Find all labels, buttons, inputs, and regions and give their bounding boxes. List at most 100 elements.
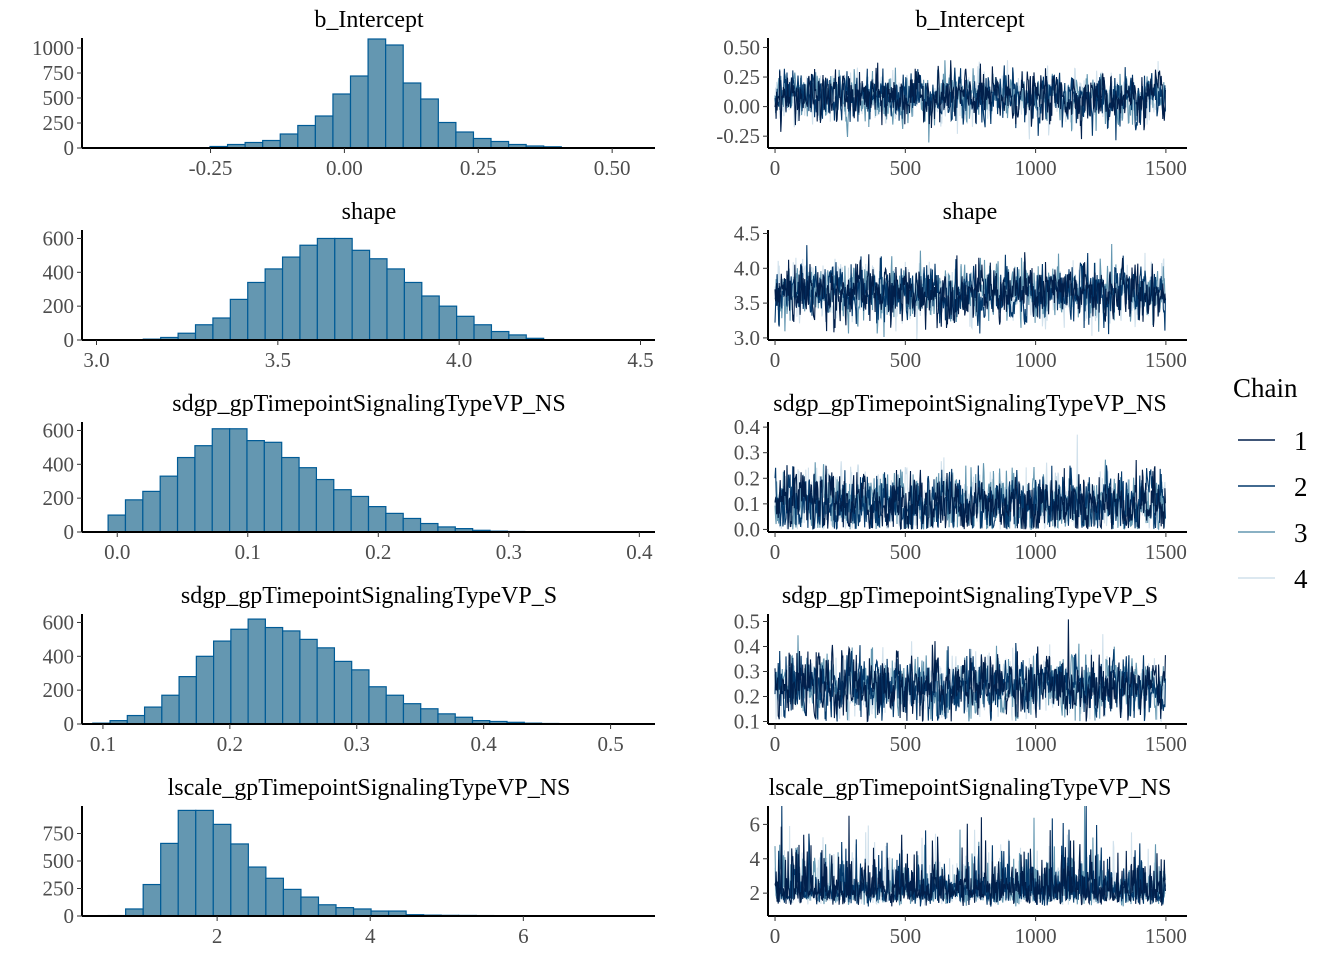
histogram-bar (107, 514, 127, 533)
legend-item-chain-4: 4 (1238, 564, 1308, 594)
panel-title: sdgp_gpTimepointSignalingTypeVP_NS (172, 391, 565, 417)
histogram-bar (316, 647, 336, 725)
x-tick-label: 3.0 (83, 348, 109, 372)
trace-line-chain-2 (774, 245, 1166, 335)
histogram-bar (454, 716, 474, 725)
y-tick-label: 2 (750, 881, 761, 905)
x-tick-label: 0.00 (326, 156, 363, 180)
histogram-bar (352, 908, 372, 917)
histogram-bar (143, 706, 163, 725)
legend-title: Chain (1233, 373, 1298, 403)
y-tick-label: 0 (64, 904, 75, 928)
y-tick-label: 0.3 (734, 660, 760, 684)
histogram-bar (317, 904, 337, 917)
histogram-bar (265, 877, 285, 917)
trace-panel-1: shape 0 500 1000 1500 3.0 3.5 4.0 4.5 (734, 199, 1187, 372)
trace-panel-4: lscale_gpTimepointSignalingTypeVP_NS 0 500… (750, 775, 1187, 948)
x-tick-label: 0.0 (104, 540, 130, 564)
histogram-bar (402, 703, 422, 725)
y-tick-label: 0.25 (723, 65, 760, 89)
histogram-bar (314, 115, 334, 149)
y-tick-label: 1000 (32, 36, 74, 60)
x-tick-label: 1000 (1015, 156, 1057, 180)
x-tick-label: -0.25 (189, 156, 233, 180)
histogram-bar (262, 139, 281, 149)
x-tick-label: 500 (890, 540, 922, 564)
y-tick-label: 0.1 (734, 710, 760, 734)
y-tick-label: 750 (43, 822, 75, 846)
y-tick-label: 0 (64, 136, 75, 160)
trace-line-chain-1 (774, 815, 1166, 907)
histogram-bar (367, 506, 387, 533)
histogram-bar (281, 256, 301, 341)
y-tick-label: 4.5 (734, 221, 760, 245)
y-tick-label: 500 (43, 849, 75, 873)
histogram-bar (177, 332, 197, 341)
panel-title: b_Intercept (314, 7, 424, 33)
histogram-bar (351, 669, 370, 725)
histogram-panel-3: sdgp_gpTimepointSignalingTypeVP_S 0.1 0.2 0… (43, 583, 655, 756)
y-tick-label: 4 (750, 847, 761, 871)
y-tick-label: 0.2 (734, 466, 760, 490)
x-tick-label: 1500 (1145, 156, 1187, 180)
histogram-bar (472, 137, 492, 149)
legend-label: 4 (1294, 564, 1308, 594)
histogram-bar (385, 44, 404, 149)
histogram-panel-2: sdgp_gpTimepointSignalingTypeVP_NS 0.0 0.1… (43, 391, 655, 564)
x-tick-label: 4.0 (446, 348, 472, 372)
legend-item-chain-1: 1 (1238, 426, 1308, 456)
y-tick-label: 3.5 (734, 291, 760, 315)
x-tick-label: 1000 (1015, 540, 1057, 564)
histogram-bar (246, 440, 265, 533)
y-tick-label: 0.4 (734, 635, 761, 659)
y-tick-label: -0.25 (716, 124, 760, 148)
x-tick-label: 0 (770, 924, 781, 948)
y-tick-label: 0.3 (734, 441, 760, 465)
x-tick-label: 0.2 (365, 540, 391, 564)
x-tick-label: 0.50 (594, 156, 631, 180)
histogram-bar (419, 522, 439, 533)
histogram-bar (351, 249, 371, 341)
legend-label: 2 (1294, 472, 1308, 502)
histogram-bar (247, 866, 267, 917)
legend-item-chain-3: 3 (1238, 518, 1308, 548)
histogram-bar (176, 456, 196, 533)
histogram-bar (385, 512, 404, 533)
x-tick-label: 0.1 (90, 732, 116, 756)
histogram-bar (335, 907, 355, 917)
x-tick-label: 0.5 (597, 732, 623, 756)
legend-label: 3 (1294, 518, 1308, 548)
panel-title: shape (342, 199, 397, 225)
histogram-bar (161, 694, 180, 725)
histogram-panel-4: lscale_gpTimepointSignalingTypeVP_NS 2 4 6 0… (43, 775, 655, 948)
histogram-bar (178, 676, 197, 725)
histogram-bar (349, 75, 369, 149)
panel-title: lscale_gpTimepointSignalingTypeVP_NS (769, 775, 1172, 801)
x-tick-label: 0.4 (471, 732, 498, 756)
histogram-bar (230, 628, 249, 725)
trace-line-chain-1 (774, 619, 1166, 723)
histogram-bar (281, 456, 300, 533)
histogram-bar (194, 324, 214, 341)
histogram-bar (420, 708, 439, 725)
x-tick-label: 4.5 (627, 348, 653, 372)
legend-label: 1 (1294, 426, 1308, 456)
histogram-bar (385, 694, 405, 725)
x-tick-label: 500 (890, 732, 922, 756)
y-tick-label: 200 (43, 678, 75, 702)
y-tick-label: 0.4 (734, 415, 761, 439)
histogram-bar (402, 517, 422, 533)
histogram-bar (297, 124, 316, 149)
x-tick-label: 6 (518, 924, 529, 948)
panel-title: sdgp_gpTimepointSignalingTypeVP_NS (773, 391, 1166, 417)
x-tick-label: 500 (890, 348, 922, 372)
histogram-bar (126, 714, 146, 725)
histogram-bar (456, 315, 475, 341)
histogram-bar (402, 82, 422, 149)
y-tick-label: 0.2 (734, 685, 760, 709)
histogram-bar (455, 131, 475, 149)
x-tick-label: 0 (770, 732, 781, 756)
histogram-bar (211, 428, 231, 533)
x-tick-label: 0.4 (626, 540, 653, 564)
trace-panel-0: b_Intercept 0 500 1000 1500 -0.25 0.00 0.25 0.50 (716, 7, 1187, 180)
